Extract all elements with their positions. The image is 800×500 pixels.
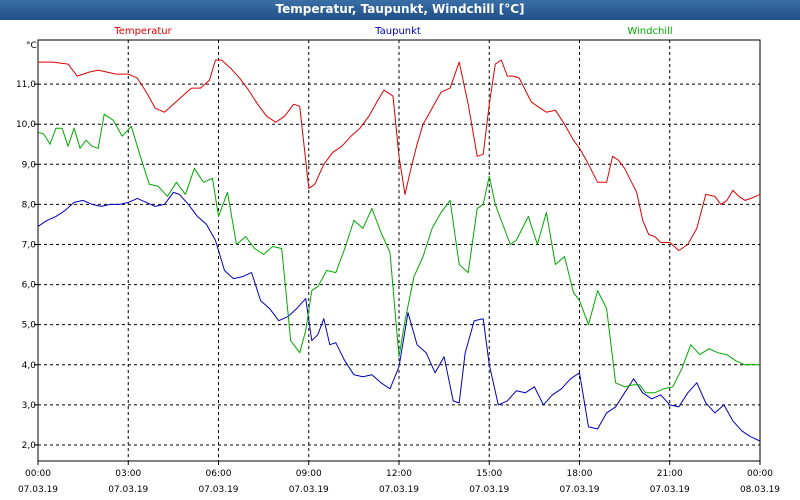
y-tick-label: 6,0: [22, 281, 37, 291]
legend-windchill: Windchill: [627, 26, 672, 37]
y-tick-label: 10,0: [16, 120, 36, 130]
x-tick-date-label: 07.03.19: [108, 485, 148, 495]
y-tick-label: 4,0: [22, 361, 37, 371]
series-line-taupunkt: [37, 191, 761, 442]
y-tick-label: 5,0: [22, 321, 37, 331]
y-tick-label: 11,0: [16, 80, 36, 90]
y-tick-label: 7,0: [22, 240, 37, 250]
x-tick-date-label: 07.03.19: [559, 485, 599, 495]
x-tick-time-label: 09:00: [296, 469, 322, 479]
x-tick-time-label: 21:00: [657, 469, 683, 479]
y-tick-label: 9,0: [22, 160, 37, 170]
legend-temperatur: Temperatur: [113, 26, 172, 37]
x-tick-date-label: 07.03.19: [198, 485, 238, 495]
x-tick-date-label: 07.03.19: [650, 485, 690, 495]
x-tick-time-label: 00:00: [25, 469, 51, 479]
grid: [38, 40, 760, 461]
x-tick-time-label: 12:00: [386, 469, 412, 479]
x-tick-date-label: 08.03.19: [740, 485, 780, 495]
x-tick-time-label: 06:00: [206, 469, 232, 479]
chart-title: Temperatur, Taupunkt, Windchill [°C]: [0, 0, 800, 20]
legend-taupunkt: Taupunkt: [374, 26, 421, 37]
x-tick-time-label: 18:00: [567, 469, 593, 479]
y-axis-label: °C: [26, 41, 37, 51]
legend: Temperatur Taupunkt Windchill: [113, 26, 672, 37]
x-tick-time-label: 03:00: [115, 469, 141, 479]
x-tick-date-label: 07.03.19: [18, 485, 58, 495]
y-tick-label: 8,0: [22, 200, 37, 210]
x-tick-time-label: 00:00: [747, 469, 773, 479]
series-line-temperatur: [38, 59, 761, 251]
series-group: [37, 59, 761, 442]
y-axis: 2,0 3,0 4,0 5,0 6,0 7,0 8,0 9,0 10,0 11,0: [16, 80, 38, 451]
y-tick-label: 2,0: [22, 441, 37, 451]
x-tick-date-label: 07.03.19: [289, 485, 329, 495]
x-tick-time-label: 15:00: [476, 469, 502, 479]
x-axis: 00:00 07.03.19 03:00 07.03.19 06:00 07.03.19 0…: [18, 461, 780, 495]
x-tick-date-label: 07.03.19: [469, 485, 509, 495]
series-line-windchill: [37, 113, 760, 394]
x-tick-date-label: 07.03.19: [379, 485, 419, 495]
y-tick-label: 3,0: [22, 401, 37, 411]
